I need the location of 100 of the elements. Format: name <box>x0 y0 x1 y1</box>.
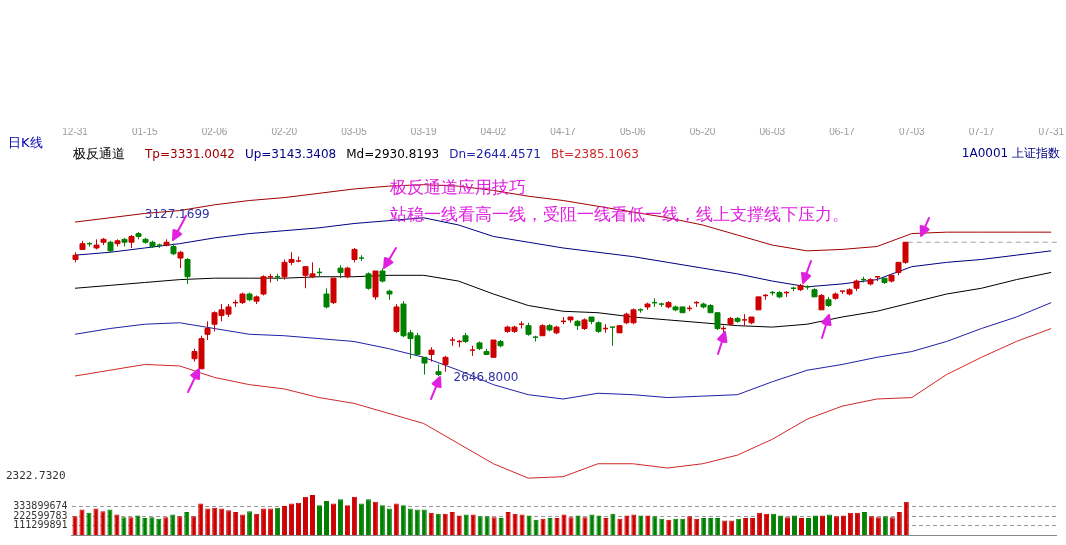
chart-subtitle: 日K线 <box>8 134 43 152</box>
bar <box>771 513 777 535</box>
bar <box>212 507 218 535</box>
text: Md=2930.8193 <box>346 147 440 161</box>
bar <box>666 519 672 535</box>
bar <box>386 508 392 535</box>
bar <box>316 505 323 535</box>
bar <box>128 517 134 535</box>
bar <box>477 516 483 535</box>
bar <box>456 515 462 535</box>
bar <box>261 508 267 535</box>
bar <box>722 520 728 535</box>
x-tick-label: 04-17 <box>550 125 577 137</box>
bar <box>442 513 448 535</box>
x-tick-label: 12-31 <box>62 125 89 137</box>
bar <box>847 512 853 535</box>
bar <box>303 496 309 535</box>
bar <box>205 508 211 535</box>
bar <box>673 518 679 535</box>
bar <box>715 517 721 535</box>
y-tick-label: 333899674 <box>13 500 68 512</box>
bar <box>226 510 232 535</box>
bar <box>833 516 839 535</box>
bar <box>812 515 818 535</box>
bar <box>247 511 253 535</box>
x-tick-label: 02-20 <box>271 125 298 137</box>
bar <box>617 518 623 535</box>
bar <box>72 516 78 535</box>
bar <box>561 514 567 535</box>
bar <box>428 512 434 535</box>
bar <box>330 503 336 535</box>
bar <box>792 515 798 535</box>
bar <box>694 518 700 535</box>
bar <box>701 517 707 535</box>
bar <box>121 517 127 535</box>
bar <box>184 512 190 535</box>
x-tick-label: 07-31 <box>1038 125 1065 137</box>
bar <box>275 507 281 535</box>
bar <box>135 515 141 535</box>
x-tick-label: 05-06 <box>620 125 647 137</box>
bar <box>323 500 329 535</box>
bar <box>778 515 784 535</box>
bar <box>533 519 539 535</box>
bar <box>93 508 99 535</box>
bar <box>344 505 350 535</box>
bar <box>100 511 106 535</box>
bar <box>484 516 490 535</box>
bar <box>589 514 595 535</box>
text: Bt=2385.1063 <box>550 147 639 161</box>
bar <box>421 509 427 535</box>
bar <box>540 518 546 535</box>
bar <box>610 513 616 535</box>
bar <box>491 517 497 535</box>
bar <box>568 517 574 535</box>
legend-title: 极反通道 <box>73 146 125 161</box>
x-tick-label: 07-17 <box>968 125 995 137</box>
bar <box>743 517 749 535</box>
bar <box>86 512 92 535</box>
bar <box>526 515 532 535</box>
bar <box>896 512 902 535</box>
bar <box>512 513 518 535</box>
bar <box>861 512 867 535</box>
bar <box>554 517 560 535</box>
text: 2322.7320 <box>6 469 66 482</box>
bar <box>708 517 714 535</box>
bar <box>268 508 274 535</box>
bar <box>631 514 637 535</box>
bar <box>547 517 553 535</box>
bar <box>156 518 162 535</box>
x-tick-label: 05-20 <box>689 125 716 137</box>
bar <box>407 508 413 535</box>
bar <box>575 515 581 535</box>
bar <box>785 517 791 535</box>
bar <box>289 503 295 535</box>
x-tick-label: 03-19 <box>410 125 437 137</box>
chart-title: 1A0001 上证指数 <box>961 145 1060 162</box>
bar <box>449 512 455 535</box>
bar <box>114 514 120 535</box>
y-tick-label: 222599783 <box>13 509 68 521</box>
bar <box>79 509 85 535</box>
bar <box>652 516 658 535</box>
bar <box>337 499 343 535</box>
bar <box>163 517 169 535</box>
bar <box>799 517 805 535</box>
bar <box>142 517 148 535</box>
bar <box>854 512 860 535</box>
bar <box>233 512 239 535</box>
bar <box>638 515 644 535</box>
bar <box>840 515 846 535</box>
bar <box>624 515 630 535</box>
bar <box>764 513 770 535</box>
bar <box>819 515 825 535</box>
bar <box>310 495 316 535</box>
bar <box>729 520 735 535</box>
bar <box>191 516 197 535</box>
text: Up=3143.3408 <box>244 147 337 161</box>
x-tick-label: 03-05 <box>341 125 368 137</box>
bar <box>351 496 357 535</box>
bar <box>826 514 832 535</box>
bar <box>296 502 302 535</box>
